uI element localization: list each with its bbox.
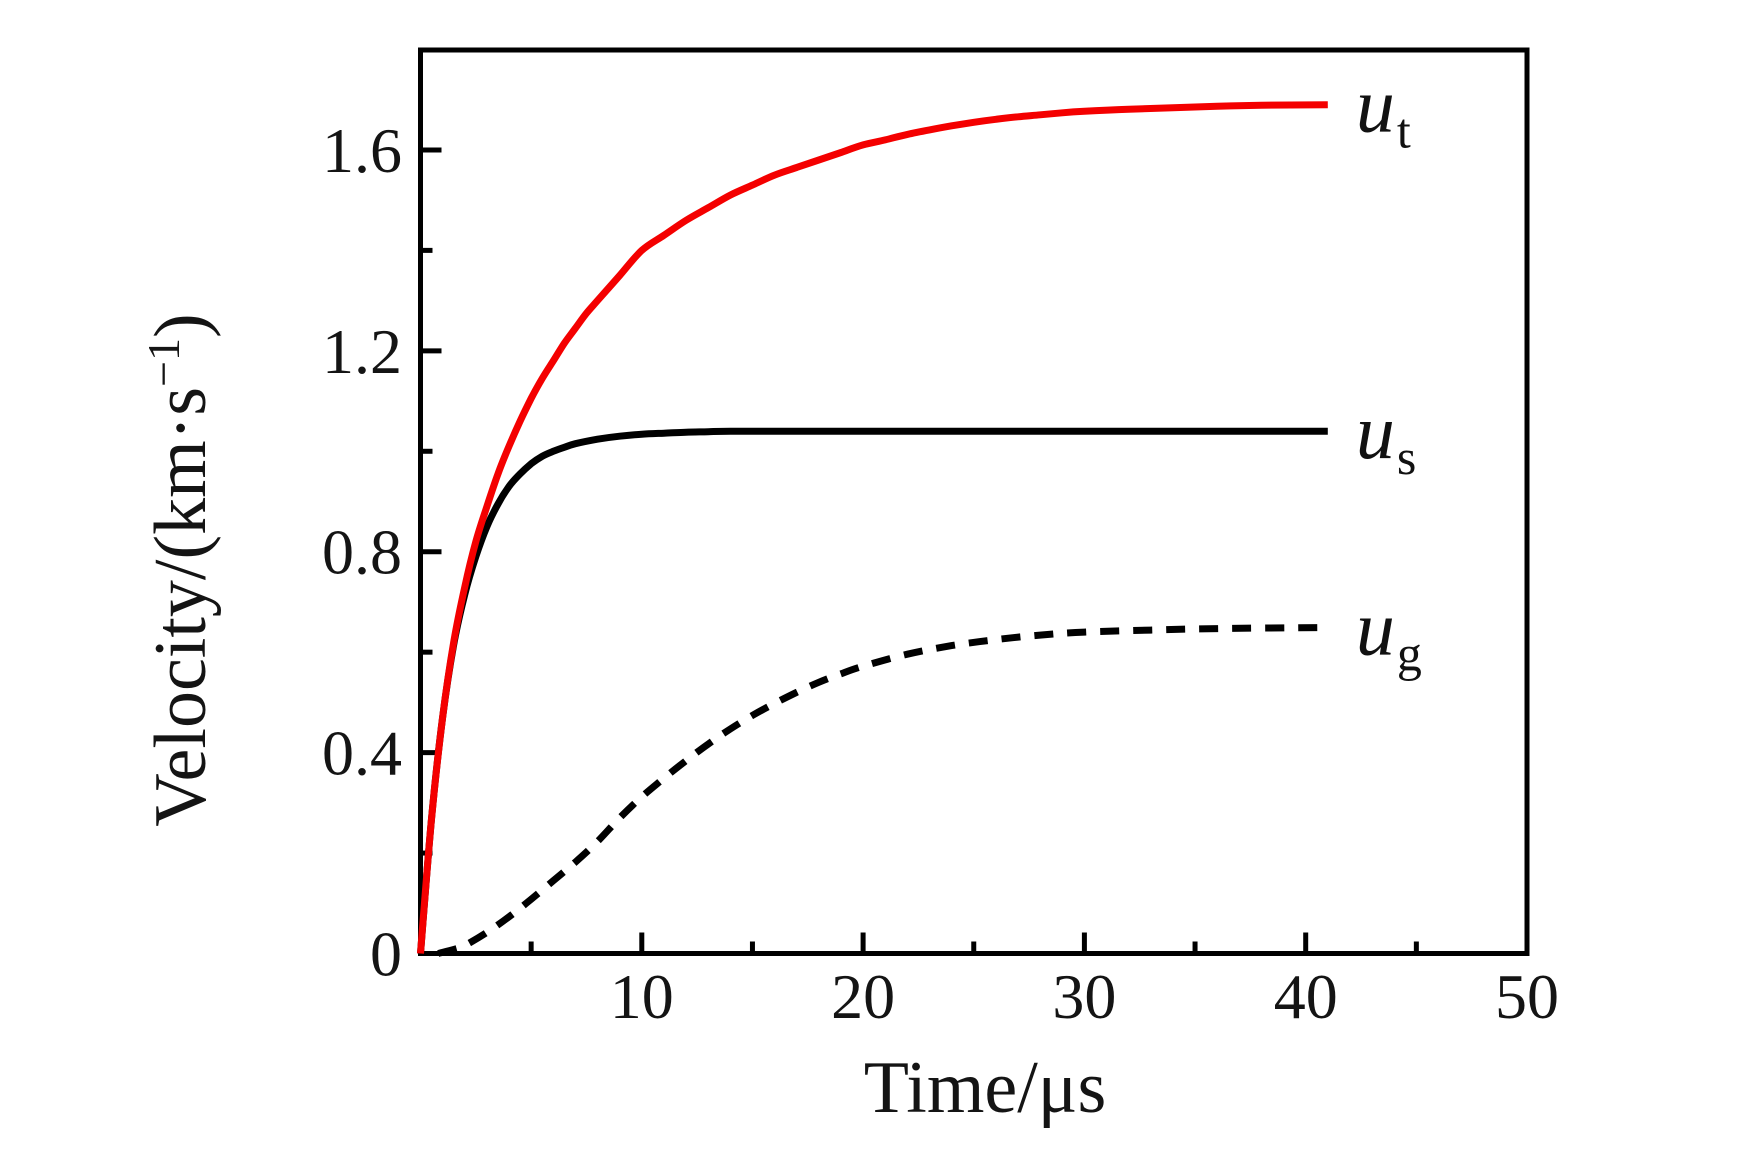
x-tick-label-40: 40 [1274,961,1338,1032]
data-curves [417,101,1328,957]
curve-labels: us ut ug [1356,62,1422,682]
y-tick-label-0.4: 0.4 [322,718,402,789]
curve-label-ut: ut [1356,62,1411,159]
x-tick-label-30: 30 [1052,961,1116,1032]
y-tick-label-0.8: 0.8 [322,517,402,588]
plot-frame [418,47,1530,956]
curve-label-ug: ug [1356,585,1422,682]
x-tick-label-50: 50 [1495,961,1559,1032]
y-tick-label-1.2: 1.2 [322,316,402,387]
y-axis-title: Velocity/(km·s−1) [138,313,222,826]
x-axis-title: Time/μs [864,1047,1107,1129]
x-tick-label-20: 20 [831,961,895,1032]
series-ug-line [437,624,1328,957]
plot-frame-rect [418,47,1530,956]
y-tick-label-0: 0 [370,919,402,990]
x-tick-label-10: 10 [610,961,674,1032]
axis-tick-labels: 10 20 30 40 50 0 0.4 0.8 1.2 1.6 [322,115,1559,1032]
axis-ticks [422,147,1419,952]
series-ut-line [417,101,1328,954]
y-axis-title-text: Velocity/(km·s−1) [138,313,222,826]
curve-label-us: us [1356,388,1416,485]
y-tick-label-1.6: 1.6 [322,115,402,186]
